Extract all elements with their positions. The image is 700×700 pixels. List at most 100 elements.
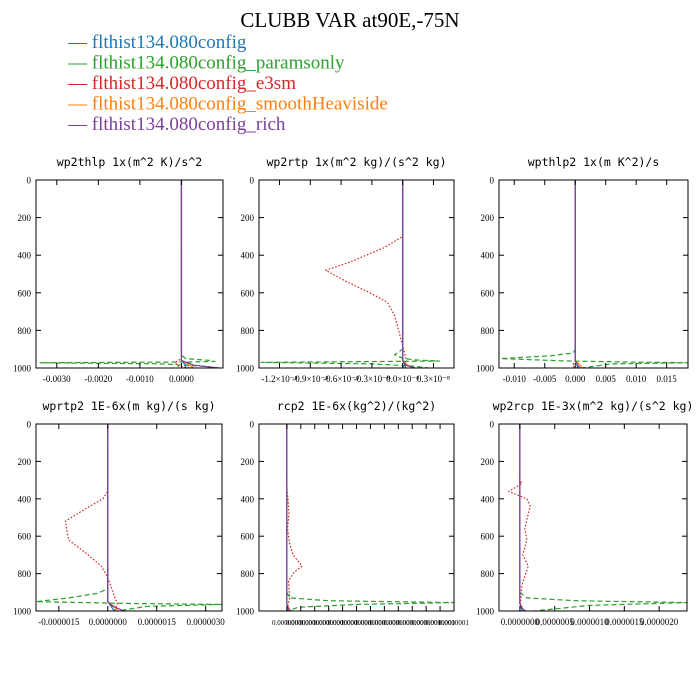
legend-entry: — flthist134.080config [67, 32, 247, 53]
x-tick-label: 0.3×10⁻⁸ [417, 374, 450, 384]
y-tick-label: 400 [18, 251, 32, 261]
x-tick-label: 0.0000010 [570, 617, 609, 627]
x-tick-label: 0.005 [596, 374, 617, 384]
series-line [286, 424, 454, 611]
panel-grid: wp2thlp 1x(m^2 K)/s^2 0 200 400 600 800 1000 -0… [13, 155, 693, 627]
series-line [574, 180, 581, 368]
x-tick-label: -0.0010 [126, 374, 154, 384]
series-line [260, 180, 441, 368]
x-tick-label: -0.3×10⁻⁸ [354, 374, 390, 384]
legend-entry: — flthist134.080config_e3sm [67, 73, 296, 94]
series-line [180, 180, 195, 368]
series-line [286, 424, 303, 611]
x-tick-label: -1.2×10⁻⁸ [261, 374, 297, 384]
y-tick-label: 800 [241, 326, 255, 336]
series-line [107, 424, 119, 611]
series-line [107, 424, 125, 611]
x-tick-label: 0.0000000 [397, 619, 427, 627]
x-tick-label: -0.6×10⁻⁸ [323, 374, 359, 384]
y-tick-label: 800 [481, 326, 495, 336]
y-tick-label: 400 [241, 494, 255, 504]
x-tick-label: 0.0000000 [356, 619, 386, 627]
y-tick-label: 1000 [236, 364, 255, 374]
x-tick-label: -0.0000015 [38, 617, 80, 627]
x-tick-label: 0.0000000 [501, 617, 540, 627]
series-line [39, 180, 219, 368]
series-line [574, 180, 583, 368]
plot-frame [258, 423, 455, 612]
series-line [107, 424, 115, 611]
y-tick-label: 400 [481, 494, 495, 504]
x-tick-label: 0.0×10⁻⁸ [386, 374, 419, 384]
y-tick-label: 600 [481, 532, 495, 542]
subplot-title: wp2rtp 1x(m^2 kg)/(s^2 kg) [266, 155, 446, 169]
series-line [286, 424, 292, 611]
series-line [519, 424, 687, 611]
legend-entry: — flthist134.080config_rich [67, 114, 286, 135]
plot-frame [35, 423, 223, 612]
series-line [180, 180, 187, 368]
series-group [500, 180, 688, 368]
y-tick-label: 1000 [13, 607, 32, 617]
series-line [519, 424, 526, 611]
y-tick-label: 200 [18, 213, 32, 223]
subplot-6: wp2rcp 1E-3x(m^2 kg)/(s^2 kg) 0 200 400 600 8… [476, 399, 693, 627]
subplot-4: wprtp2 1E-6x(m kg)/(s kg) 0 200 400 600 800 10… [13, 399, 225, 627]
y-tick-label: 400 [241, 251, 255, 261]
x-tick-label: 0.0000000 [328, 619, 358, 627]
x-tick-label: 0.015 [657, 374, 678, 384]
subplot-title: wprtp2 1E-6x(m kg)/(s kg) [42, 399, 215, 413]
x-tick-label: 0.0000001 [439, 619, 469, 627]
x-tick-label: -0.0030 [43, 374, 71, 384]
x-tick-label: 0.0000000 [89, 617, 128, 627]
x-tick-label: -0.0020 [84, 374, 112, 384]
x-tick-label: 0.0000000 [300, 619, 330, 627]
plot-frame [35, 179, 224, 369]
x-tick-label: -0.005 [533, 374, 557, 384]
series-line [36, 424, 222, 611]
x-tick-label: 0.0000000 [342, 619, 372, 627]
y-tick-label: 800 [18, 326, 32, 336]
x-tick-label: 0.0000 [169, 374, 194, 384]
y-tick-label: 1000 [236, 607, 255, 617]
y-tick-label: 800 [241, 569, 255, 579]
x-tick-label: 0.0000000 [286, 619, 316, 627]
x-tick-label: 0.0000000 [383, 619, 413, 627]
y-tick-label: 200 [241, 457, 255, 467]
subplot-2: wp2rtp 1x(m^2 kg)/(s^2 kg) 0 200 400 600 800 1… [236, 155, 455, 384]
x-tick-label: 0.000 [565, 374, 586, 384]
subplot-title: wpthlp2 1x(m K^2)/s [528, 155, 660, 169]
y-tick-label: 0 [490, 420, 495, 430]
y-tick-label: 0 [27, 420, 32, 430]
y-tick-label: 400 [18, 494, 32, 504]
subplot-title: wp2rcp 1E-3x(m^2 kg)/(s^2 kg) [493, 399, 694, 413]
legend-entry: — flthist134.080config_smoothHeaviside [67, 94, 388, 115]
series-line [402, 180, 416, 368]
y-tick-label: 0 [490, 176, 495, 186]
series-group [260, 180, 441, 368]
series-group [36, 424, 222, 611]
y-tick-label: 1000 [13, 364, 32, 374]
subplot-1: wp2thlp 1x(m^2 K)/s^2 0 200 400 600 800 1000 -0… [13, 155, 224, 384]
series-line [325, 180, 408, 368]
legend: — flthist134.080config — flthist134.080co… [67, 32, 388, 135]
subplot-title: wp2thlp 1x(m^2 K)/s^2 [57, 155, 202, 169]
y-tick-label: 600 [481, 288, 495, 298]
x-tick-label: 0.0000001 [425, 619, 455, 627]
x-tick-label: 0.0000030 [187, 617, 226, 627]
x-tick-label: 0.0000000 [369, 619, 399, 627]
y-tick-label: 600 [18, 288, 32, 298]
subplot-3: wpthlp2 1x(m K^2)/s 0 200 400 600 800 1000 -0.0… [476, 155, 689, 384]
series-line [174, 180, 194, 368]
x-tick-label: 0.0000015 [605, 617, 644, 627]
series-group [286, 424, 454, 611]
x-tick-label: 0.0000000 [272, 619, 302, 627]
figure-title: CLUBB VAR at90E,-75N [240, 8, 459, 32]
series-group [508, 424, 687, 611]
y-tick-label: 800 [18, 569, 32, 579]
series-line [64, 424, 119, 611]
x-tick-label: 0.0000000 [314, 619, 344, 627]
x-tick-label: 0.0000015 [138, 617, 177, 627]
x-tick-label: 0.010 [626, 374, 647, 384]
